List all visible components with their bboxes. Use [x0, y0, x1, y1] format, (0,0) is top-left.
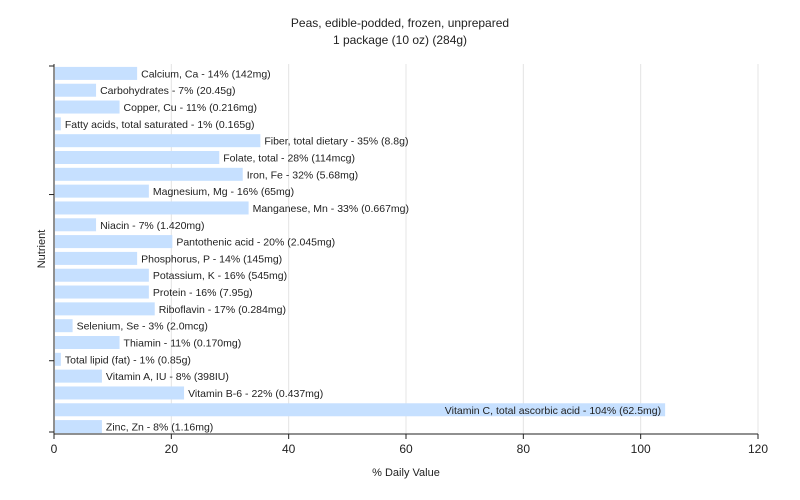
bar [55, 100, 120, 114]
bar [55, 134, 261, 148]
bar [55, 167, 243, 181]
bar-label: Calcium, Ca - 14% (142mg) [141, 68, 271, 80]
x-tick-label: 40 [282, 442, 296, 456]
bar-label: Vitamin C, total ascorbic acid - 104% (6… [445, 405, 661, 417]
bar-labels: Calcium, Ca - 14% (142mg) Carbohydrates -… [65, 68, 661, 433]
bar [55, 369, 102, 383]
bar-label: Thiamin - 11% (0.170mg) [124, 338, 242, 350]
bar-label: Fatty acids, total saturated - 1% (0.165… [65, 119, 255, 131]
x-tick-label: 20 [165, 442, 179, 456]
bar-label: Total lipid (fat) - 1% (0.85g) [65, 354, 191, 366]
bar [55, 83, 97, 97]
x-tick-label: 100 [631, 442, 651, 456]
gridlines [170, 64, 759, 434]
bar-label: Phosphorus, P - 14% (145mg) [141, 253, 282, 265]
bar [55, 319, 73, 333]
bar-label: Carbohydrates - 7% (20.45g) [100, 85, 235, 97]
bar [55, 420, 102, 434]
bar-label: Selenium, Se - 3% (2.0mcg) [77, 321, 208, 333]
bar-label: Manganese, Mn - 33% (0.667mg) [253, 203, 409, 215]
bar [55, 251, 138, 265]
bar-label: Fiber, total dietary - 35% (8.8g) [264, 136, 408, 148]
bar [55, 201, 249, 215]
bar [55, 302, 155, 316]
bar [55, 352, 61, 366]
x-tick-label: 120 [748, 442, 768, 456]
bar-label: Protein - 16% (7.95g) [153, 287, 253, 299]
bar-label: Vitamin A, IU - 8% (398IU) [106, 371, 229, 383]
bar-label: Vitamin B-6 - 22% (0.437mg) [188, 388, 323, 400]
y-axis-title: Nutrient [36, 230, 48, 269]
axes: 0 20 40 60 80 100 120 [49, 64, 768, 456]
bar [55, 403, 666, 417]
x-axis-title: % Daily Value [372, 467, 440, 479]
bar-label: Niacin - 7% (1.420mg) [100, 220, 204, 232]
bar-label: Potassium, K - 16% (545mg) [153, 270, 287, 282]
chart-subtitle: 1 package (10 oz) (284g) [332, 33, 468, 47]
bar-label: Zinc, Zn - 8% (1.16mg) [106, 422, 213, 434]
bar [55, 268, 149, 282]
bar-label: Folate, total - 28% (114mcg) [223, 153, 355, 165]
x-tick-label: 0 [51, 442, 58, 456]
bar [55, 218, 97, 232]
bar [55, 66, 138, 80]
bar-label: Copper, Cu - 11% (0.216mg) [124, 102, 257, 114]
x-tick-label: 60 [399, 442, 413, 456]
bar-label: Magnesium, Mg - 16% (65mg) [153, 186, 294, 198]
bar [55, 336, 120, 349]
bar-label: Iron, Fe - 32% (5.68mg) [247, 169, 358, 181]
bar [55, 151, 220, 164]
bar [55, 117, 61, 131]
x-tick-label: 80 [517, 442, 531, 456]
bar [55, 184, 149, 198]
bar-label: Pantothenic acid - 20% (2.045mg) [176, 237, 335, 249]
bar [55, 285, 149, 299]
bar [55, 386, 185, 400]
bars [55, 66, 666, 434]
chart-title: Peas, edible-podded, frozen, unprepared [290, 16, 510, 30]
bar-label: Riboflavin - 17% (0.284mg) [159, 304, 286, 316]
bar [55, 235, 173, 249]
